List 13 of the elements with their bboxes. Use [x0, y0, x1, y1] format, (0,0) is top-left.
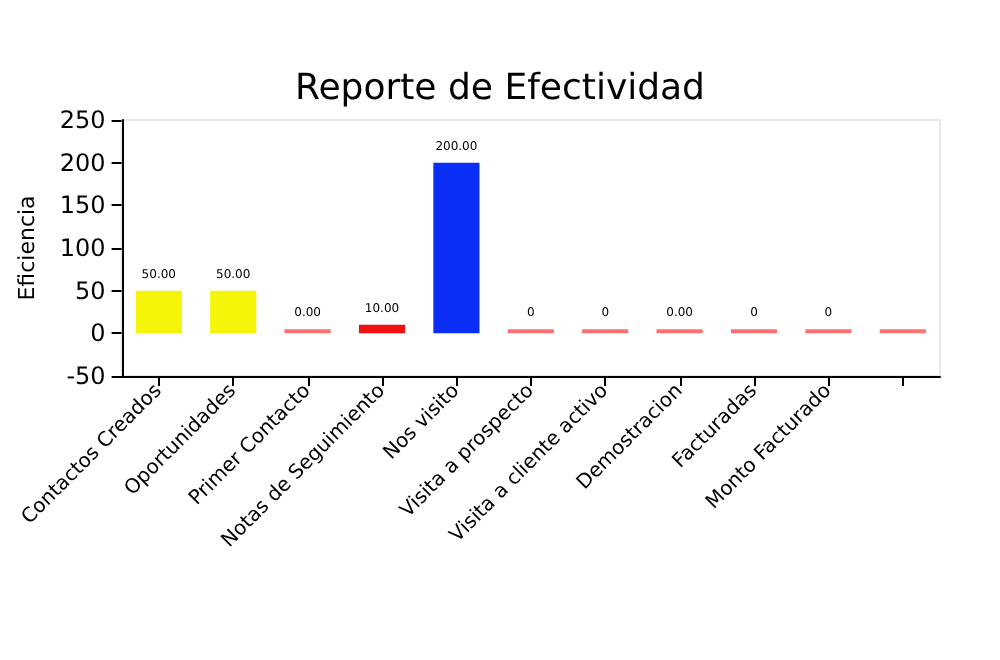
y-tick-label: 250 — [59, 106, 106, 134]
y-tick-label: 100 — [59, 234, 106, 262]
y-axis-title: Eficiencia — [14, 195, 40, 301]
bar — [210, 290, 257, 334]
chart-title: Reporte de Efectividad — [295, 67, 705, 109]
y-tick-label: 50 — [75, 276, 106, 305]
y-tick-label: -50 — [66, 362, 106, 390]
y-tick-label: 200 — [59, 148, 106, 177]
y-tick-label: 150 — [59, 191, 106, 220]
bar — [135, 290, 182, 334]
y-tick-label: 0 — [90, 319, 106, 348]
bar — [433, 162, 480, 334]
bar — [358, 324, 406, 334]
